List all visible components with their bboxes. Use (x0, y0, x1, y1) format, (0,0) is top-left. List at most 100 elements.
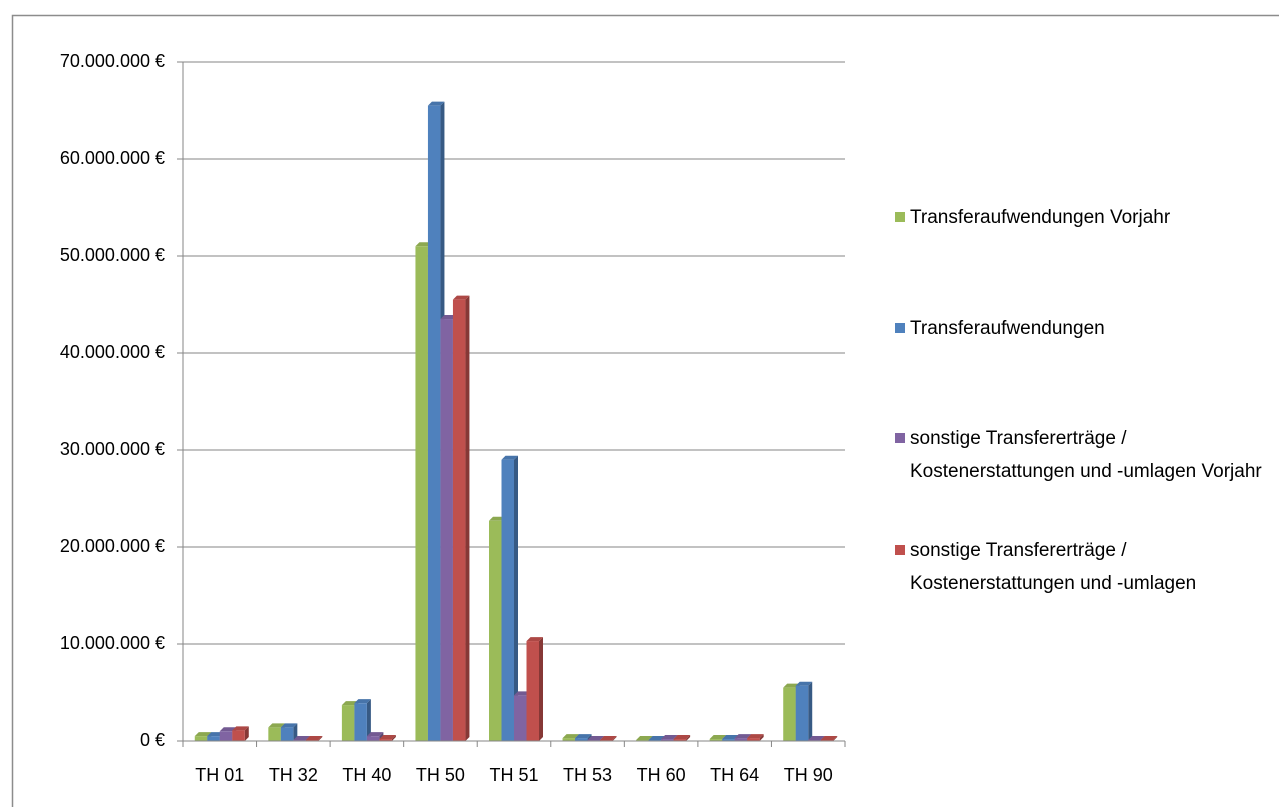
bar (280, 727, 294, 741)
bar-top (452, 295, 470, 300)
bar-top (305, 736, 323, 741)
bar (452, 299, 466, 741)
bar (207, 736, 220, 741)
x-tick-label: TH 60 (637, 765, 686, 785)
bar-side (465, 295, 470, 741)
bar-top (808, 736, 825, 741)
bar (427, 105, 441, 741)
bar-top (575, 734, 592, 739)
bar-top (427, 101, 445, 106)
bar-side (612, 736, 617, 741)
bar (379, 739, 392, 741)
bar-top (280, 723, 298, 728)
bar-top (207, 732, 224, 737)
bar-top (783, 683, 800, 688)
x-tick-label: TH 90 (784, 765, 833, 785)
bar (747, 738, 760, 741)
bar (709, 739, 723, 741)
y-tick-label: 70.000.000 € (60, 51, 165, 71)
bar-top (648, 736, 666, 741)
bar-side (808, 681, 813, 741)
bar-top (587, 736, 605, 741)
y-tick-label: 0 € (140, 730, 165, 750)
y-tick-label: 50.000.000 € (60, 245, 165, 265)
legend-swatch (895, 323, 905, 333)
legend-swatch (895, 545, 905, 555)
bar-top (722, 735, 739, 740)
bar (783, 687, 796, 741)
bar-top (734, 734, 752, 739)
bar-side (366, 699, 371, 741)
bar-top (562, 734, 580, 739)
bar-top (661, 735, 678, 740)
bar-side (833, 736, 838, 741)
legend-item: sonstige Transfererträge / Kostenerstatt… (895, 534, 1275, 600)
bar-top (366, 732, 384, 737)
bar (734, 738, 748, 741)
bar-top (489, 516, 506, 521)
bar-top (820, 736, 838, 741)
bar-side (539, 637, 543, 741)
bar-top (526, 637, 543, 642)
x-tick-label: TH 50 (416, 765, 465, 785)
bar-top (293, 736, 310, 741)
x-tick-label: TH 64 (710, 765, 759, 785)
bar (501, 459, 514, 741)
bar (440, 319, 453, 741)
bar-top (341, 701, 359, 706)
legend-item: Transferaufwendungen (895, 312, 1275, 345)
x-tick-label: TH 40 (342, 765, 391, 785)
bar-top (636, 736, 653, 741)
y-tick-label: 20.000.000 € (60, 536, 165, 556)
legend-item: sonstige Transfererträge / Kostenerstatt… (895, 422, 1275, 488)
bar (661, 739, 674, 741)
legend-label: sonstige Transfererträge / Kostenerstatt… (910, 428, 1262, 482)
y-tick-label: 30.000.000 € (60, 439, 165, 459)
legend-item: Transferaufwendungen Vorjahr (895, 201, 1275, 234)
bar-side (759, 734, 764, 741)
bar-top (514, 691, 531, 696)
bar (341, 705, 355, 741)
x-tick-label: TH 51 (489, 765, 538, 785)
legend-swatch (895, 433, 905, 443)
chart-border (11, 14, 1279, 807)
bar-top (673, 735, 691, 740)
bar (219, 731, 233, 741)
y-tick-label: 60.000.000 € (60, 148, 165, 168)
legend-label: sonstige Transfererträge / Kostenerstatt… (910, 540, 1197, 594)
x-tick-label: TH 53 (563, 765, 612, 785)
bar-top (709, 735, 727, 740)
bar-side (244, 726, 249, 741)
bar (514, 695, 527, 741)
bar-top (795, 681, 813, 686)
bar (232, 730, 245, 741)
bar-side (686, 735, 691, 741)
bar (562, 738, 576, 741)
y-tick-label: 10.000.000 € (60, 633, 165, 653)
bar-top (415, 242, 432, 247)
bar (415, 246, 428, 742)
y-tick-label: 40.000.000 € (60, 342, 165, 362)
bar-top (268, 723, 285, 728)
bar (489, 520, 502, 741)
bar-top (219, 727, 237, 732)
bar (366, 736, 380, 741)
x-tick-label: TH 32 (269, 765, 318, 785)
bar-top (747, 734, 764, 739)
legend-label: Transferaufwendungen Vorjahr (910, 207, 1171, 228)
x-tick-label: TH 01 (195, 765, 244, 785)
bar-side (293, 723, 298, 741)
bar (575, 738, 588, 741)
bar-side (391, 735, 396, 741)
bar-top (600, 736, 617, 741)
bar (526, 641, 539, 741)
bar-top (440, 315, 457, 320)
bar-top (379, 735, 396, 740)
bar (673, 739, 687, 741)
bar-top (501, 455, 518, 460)
bar (194, 736, 208, 741)
legend-swatch (895, 212, 905, 222)
bar (722, 739, 735, 741)
